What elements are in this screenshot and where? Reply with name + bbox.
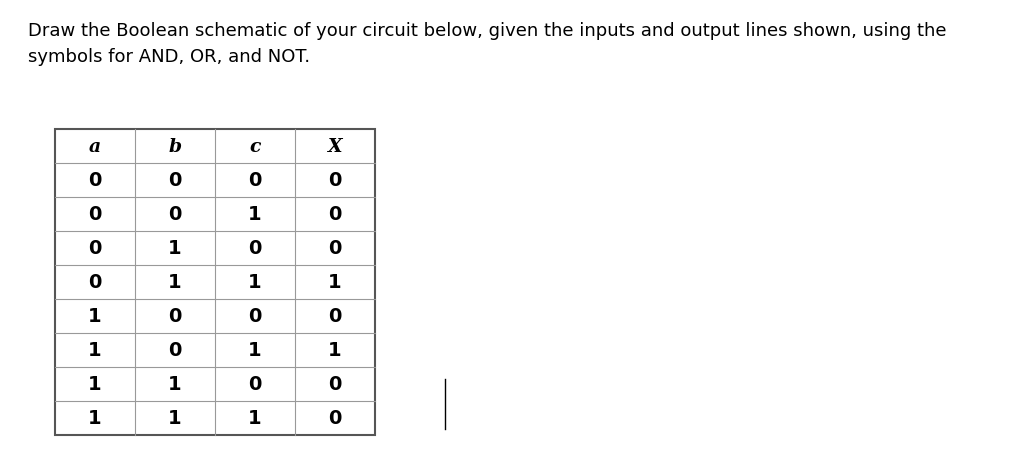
Text: 0: 0 — [329, 409, 342, 427]
Text: 0: 0 — [88, 171, 101, 190]
Text: 0: 0 — [329, 171, 342, 190]
Text: 0: 0 — [248, 307, 262, 326]
Text: 0: 0 — [88, 239, 101, 258]
Text: 0: 0 — [248, 375, 262, 394]
Text: 0: 0 — [88, 205, 101, 224]
Text: 1: 1 — [168, 273, 182, 292]
Text: 1: 1 — [168, 239, 182, 258]
Bar — [55, 130, 375, 435]
Text: 0: 0 — [88, 273, 101, 292]
Text: 0: 0 — [329, 239, 342, 258]
Text: 0: 0 — [168, 205, 181, 224]
Text: 0: 0 — [168, 171, 181, 190]
Text: 0: 0 — [248, 239, 262, 258]
Text: X: X — [328, 138, 342, 156]
Text: 1: 1 — [248, 205, 262, 224]
Text: 1: 1 — [248, 273, 262, 292]
Text: 0: 0 — [329, 375, 342, 394]
Text: 1: 1 — [248, 409, 262, 427]
Text: 1: 1 — [168, 375, 182, 394]
Text: 1: 1 — [88, 307, 101, 326]
Text: Draw the Boolean schematic of your circuit below, given the inputs and output li: Draw the Boolean schematic of your circu… — [28, 22, 946, 40]
Text: b: b — [168, 138, 181, 156]
Text: a: a — [89, 138, 101, 156]
Text: 1: 1 — [88, 341, 101, 360]
Text: 1: 1 — [88, 409, 101, 427]
Text: symbols for AND, OR, and NOT.: symbols for AND, OR, and NOT. — [28, 48, 310, 66]
Text: 0: 0 — [168, 307, 181, 326]
Text: 1: 1 — [168, 409, 182, 427]
Text: 0: 0 — [329, 205, 342, 224]
Text: 1: 1 — [88, 375, 101, 394]
Text: c: c — [249, 138, 261, 156]
Text: 1: 1 — [328, 273, 342, 292]
Text: 0: 0 — [329, 307, 342, 326]
Text: 0: 0 — [248, 171, 262, 190]
Text: 1: 1 — [248, 341, 262, 360]
Text: 1: 1 — [328, 341, 342, 360]
Text: 0: 0 — [168, 341, 181, 360]
